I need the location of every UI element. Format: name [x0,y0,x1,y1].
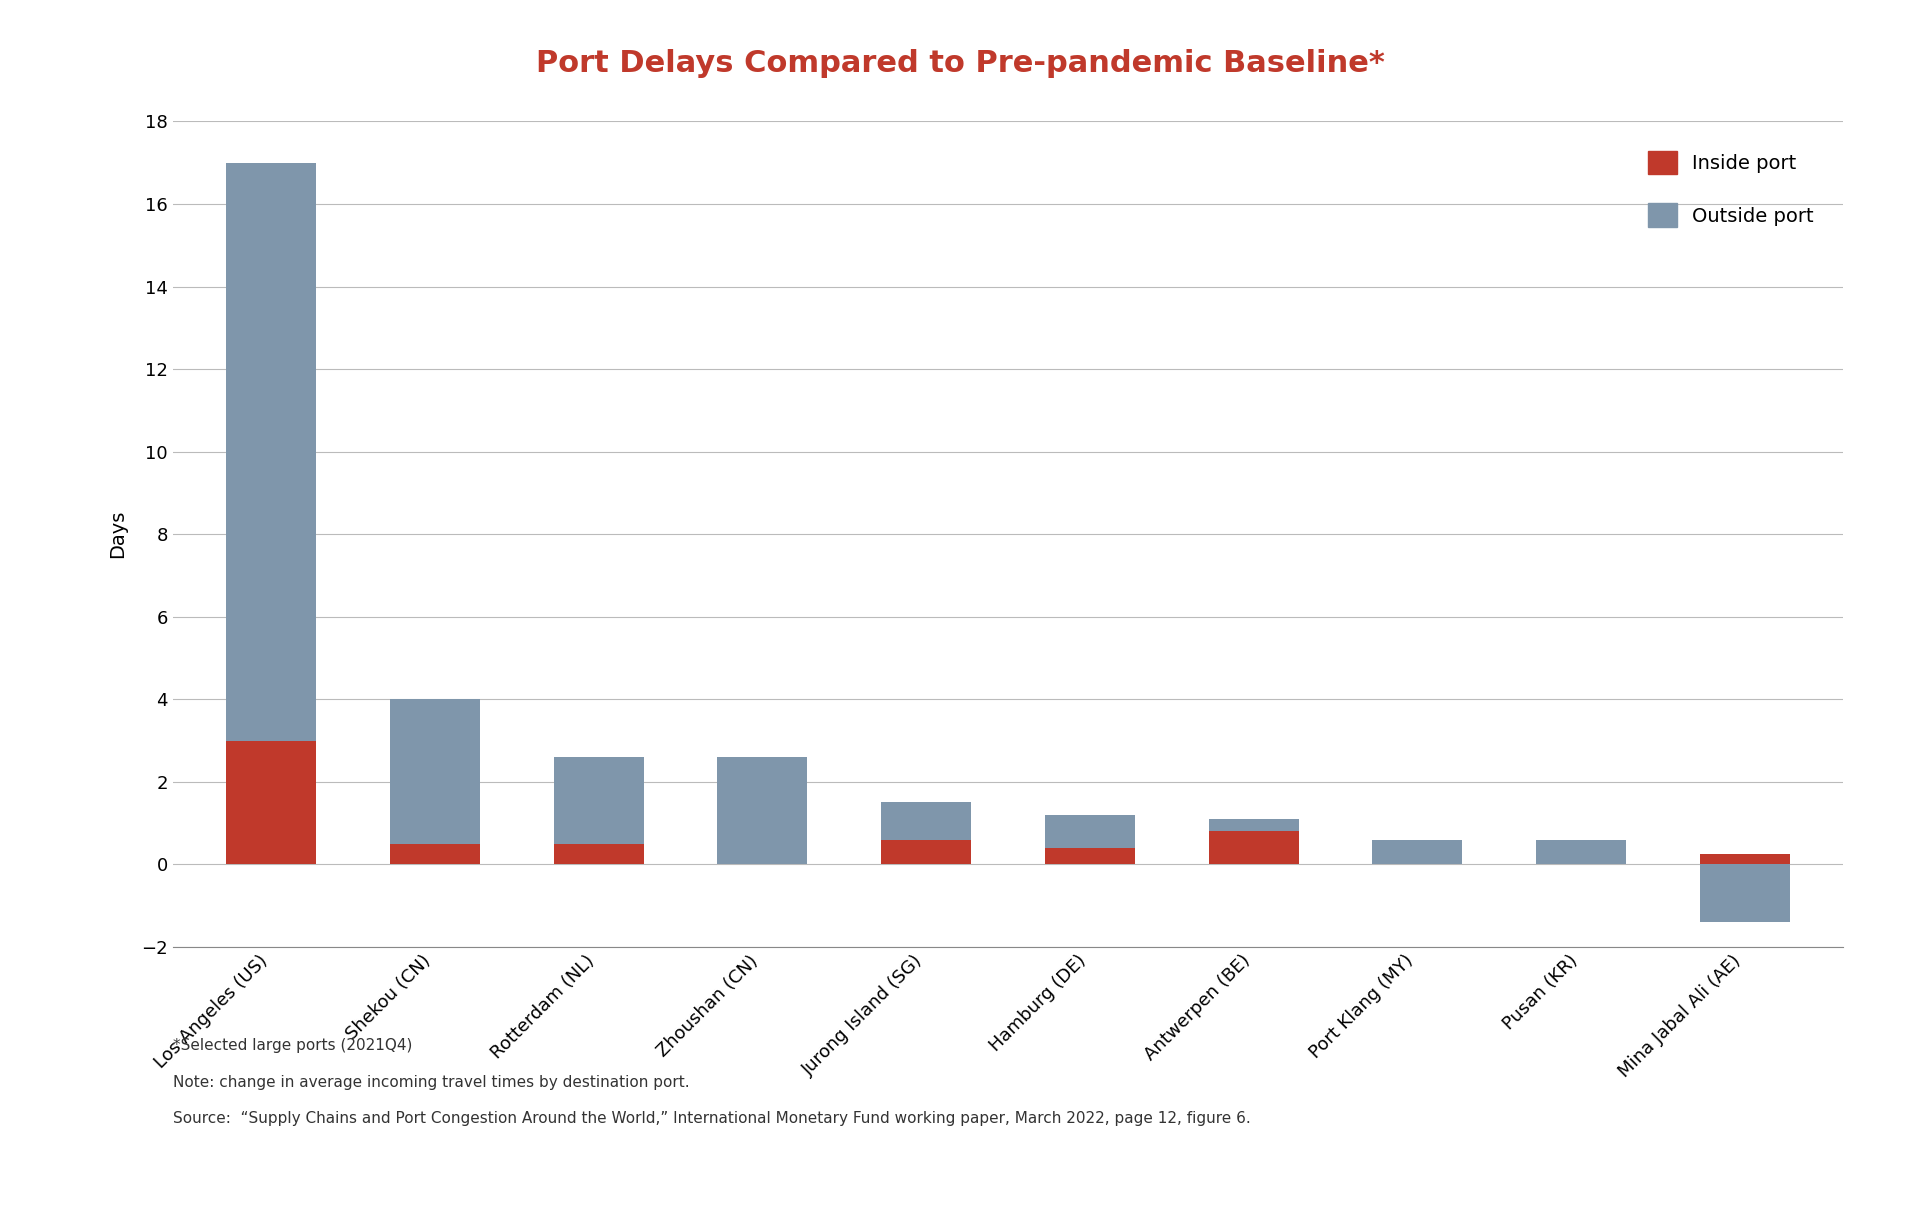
Text: Port Delays Compared to Pre-pandemic Baseline*: Port Delays Compared to Pre-pandemic Bas… [536,49,1384,78]
Bar [1044,815,1135,847]
Text: Note: change in average incoming travel times by destination port.: Note: change in average incoming travel … [173,1074,689,1089]
Text: *Selected large ports (2021Q4): *Selected large ports (2021Q4) [173,1038,413,1053]
Bar [718,758,808,864]
Bar [1373,840,1463,864]
Bar [227,741,317,864]
Bar [390,699,480,844]
Bar [881,802,972,840]
Text: Source:  “Supply Chains and Port Congestion Around the World,” International Mon: Source: “Supply Chains and Port Congesti… [173,1111,1250,1125]
Legend: Inside port, Outside port: Inside port, Outside port [1628,131,1834,246]
Bar [1208,819,1298,832]
Bar [1044,847,1135,864]
Bar [553,844,643,864]
Bar [881,840,972,864]
Bar [1208,832,1298,864]
Bar [227,163,317,741]
Bar [553,758,643,844]
Bar [1699,855,1789,864]
Y-axis label: Days: Days [108,510,127,558]
Bar [390,844,480,864]
Bar [1536,840,1626,864]
Bar [1699,864,1789,923]
